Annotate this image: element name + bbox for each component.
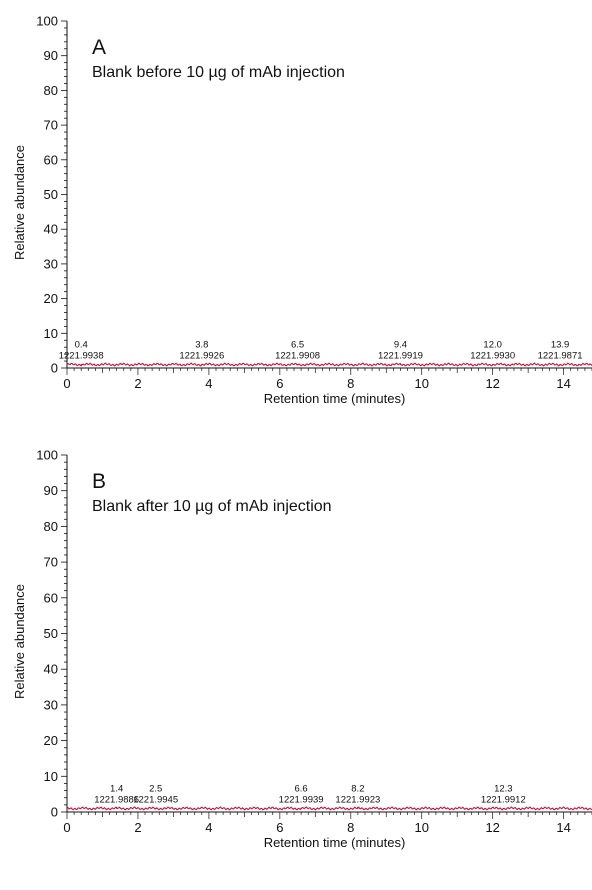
x-axis-title: Retention time (minutes) — [264, 835, 406, 850]
peak-mz-label: 1221.9919 — [378, 351, 423, 362]
y-tick-label: 0 — [51, 805, 58, 820]
y-tick-label: 50 — [44, 626, 58, 641]
peak-point — [502, 807, 504, 810]
baseline-trace — [66, 806, 592, 811]
x-tick-label: 6 — [276, 820, 283, 835]
peak-rt-label: 3.8 — [195, 340, 208, 351]
x-tick-label: 2 — [134, 376, 141, 391]
y-tick-label: 10 — [44, 326, 58, 341]
peak-point — [296, 363, 299, 366]
x-tick-label: 10 — [414, 376, 428, 391]
y-axis-title: Relative abundance — [12, 584, 27, 699]
x-tick-label: 12 — [485, 376, 499, 391]
peak-point — [300, 807, 302, 810]
panel-letter: B — [92, 470, 106, 493]
y-tick-label: 20 — [44, 733, 58, 748]
baseline-trace — [66, 362, 592, 367]
y-tick-label: 100 — [36, 14, 58, 29]
panel-caption: Blank before 10 µg of mAb injection — [92, 64, 345, 81]
x-tick-label: 0 — [63, 820, 70, 835]
x-tick-label: 4 — [205, 376, 212, 391]
peak-rt-label: 8.2 — [351, 783, 364, 794]
y-tick-label: 100 — [36, 448, 58, 463]
x-tick-label: 8 — [347, 820, 354, 835]
y-tick-label: 60 — [44, 152, 58, 167]
peak-rt-label: 9.4 — [394, 340, 407, 351]
peak-point — [399, 363, 402, 366]
y-tick-label: 40 — [44, 222, 58, 237]
peak-rt-label: 6.5 — [291, 340, 304, 351]
y-tick-label: 60 — [44, 590, 58, 605]
peak-point — [116, 807, 118, 810]
chart-panel-a: 0 10 20 30 40 50 60 70 80 90 100 0 2 4 6 8 10 12 14 Retenti… — [12, 14, 592, 406]
peak-mz-label: 1221.9871 — [538, 351, 583, 362]
peak-mz-label: 1221.9886 — [94, 794, 139, 805]
y-tick-label: 20 — [44, 291, 58, 306]
y-tick-label: 10 — [44, 769, 58, 784]
y-tick-label: 80 — [44, 83, 58, 98]
peak-point — [155, 807, 157, 810]
peak-mz-label: 1221.9923 — [335, 794, 380, 805]
panel-letter: A — [92, 36, 106, 59]
x-axis-title: Retention time (minutes) — [264, 391, 406, 406]
y-tick-label: 30 — [44, 256, 58, 271]
peak-point — [357, 807, 359, 810]
x-tick-label: 6 — [276, 376, 283, 391]
peak-mz-label: 1221.9908 — [275, 351, 320, 362]
x-tick-label: 10 — [414, 820, 428, 835]
peak-rt-label: 6.6 — [295, 783, 308, 794]
peak-mz-label: 1221.9930 — [470, 351, 515, 362]
x-tick-label: 14 — [556, 376, 570, 391]
peak-point — [80, 363, 82, 366]
y-tick-label: 90 — [44, 483, 58, 498]
peak-rt-label: 12.3 — [494, 783, 513, 794]
y-tick-label: 70 — [44, 555, 58, 570]
x-tick-label: 0 — [63, 376, 70, 391]
y-axis-title: Relative abundance — [12, 145, 27, 260]
peak-rt-label: 0.4 — [75, 340, 88, 351]
peak-mz-label: 1221.9939 — [279, 794, 324, 805]
peak-mz-label: 1221.9926 — [179, 351, 224, 362]
peak-point — [201, 363, 203, 366]
chart-panel-b: 0 10 20 30 40 50 60 70 80 90 100 0 2 4 6 8 10 12 14 Retenti… — [12, 448, 592, 850]
x-tick-label: 8 — [347, 376, 354, 391]
peak-rt-label: 13.9 — [551, 340, 570, 351]
y-tick-label: 0 — [51, 361, 58, 376]
y-tick-label: 50 — [44, 187, 58, 202]
peak-rt-label: 2.5 — [149, 783, 162, 794]
y-tick-label: 90 — [44, 48, 58, 63]
x-tick-label: 12 — [485, 820, 499, 835]
y-tick-label: 80 — [44, 519, 58, 534]
y-tick-label: 40 — [44, 662, 58, 677]
x-tick-label: 14 — [556, 820, 570, 835]
panel-caption: Blank after 10 µg of mAb injection — [92, 498, 332, 515]
y-tick-label: 30 — [44, 697, 58, 712]
peak-mz-label: 1221.9938 — [59, 351, 104, 362]
peak-mz-label: 1221.9912 — [481, 794, 526, 805]
peak-point — [559, 363, 561, 366]
peak-mz-label: 1221.9945 — [133, 794, 178, 805]
peak-rt-label: 12.0 — [483, 340, 502, 351]
x-tick-label: 4 — [205, 820, 212, 835]
x-tick-label: 2 — [134, 820, 141, 835]
y-tick-label: 70 — [44, 118, 58, 133]
peak-rt-label: 1.4 — [110, 783, 123, 794]
peak-point — [492, 363, 494, 366]
